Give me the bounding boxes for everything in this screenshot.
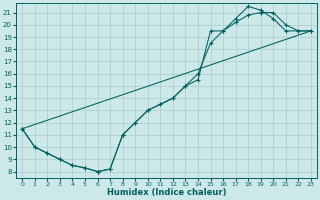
X-axis label: Humidex (Indice chaleur): Humidex (Indice chaleur)	[107, 188, 226, 197]
